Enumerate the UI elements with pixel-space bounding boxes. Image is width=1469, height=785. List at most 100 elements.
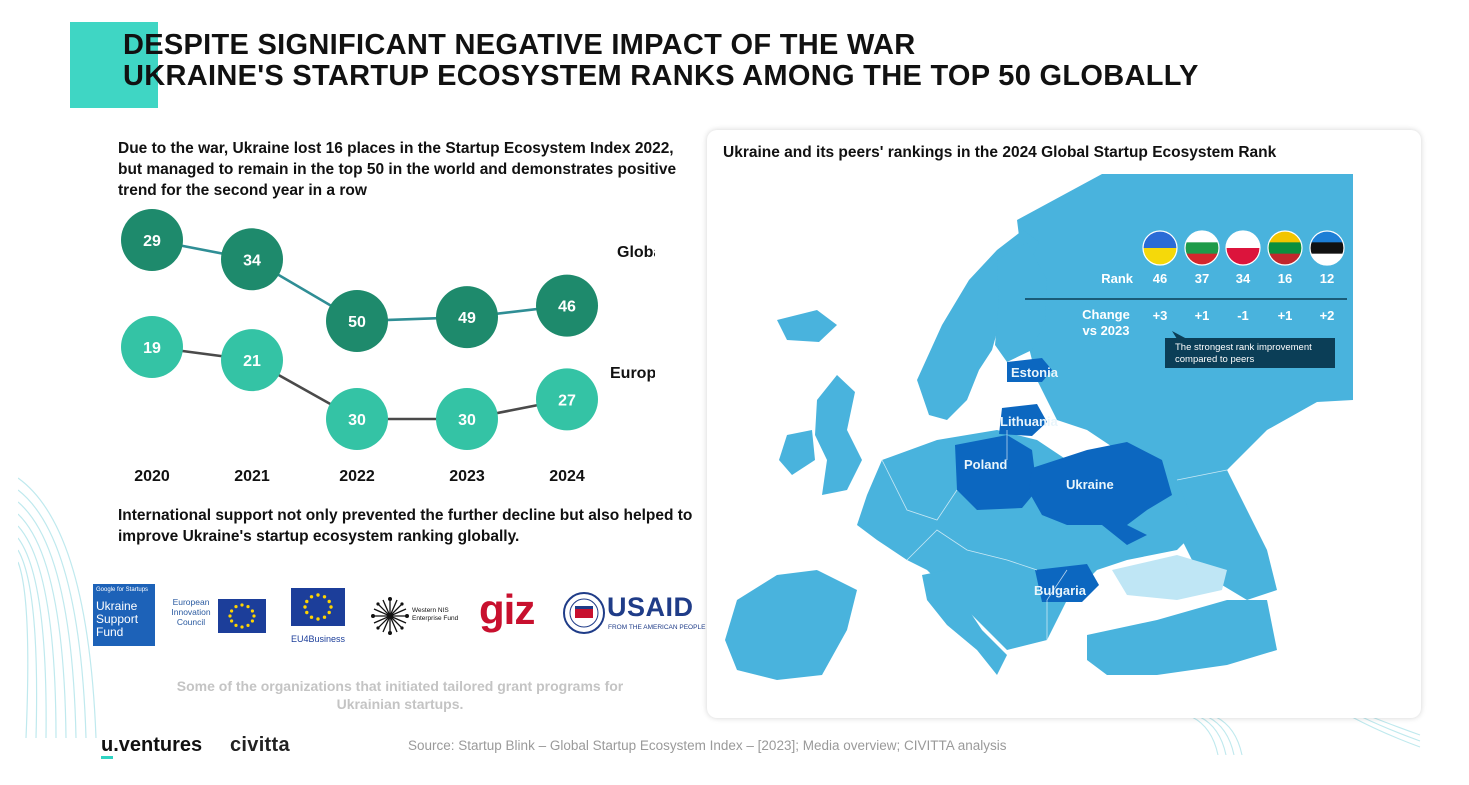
legend-flags: 46 +3 37 +1 34 -1 16 +1 12 +2 (1142, 230, 1345, 323)
ireland-region (779, 430, 815, 475)
eu4business-name: EU4Business (291, 634, 346, 644)
x-tick-2023: 2023 (449, 468, 485, 485)
giz-logo: giz (479, 586, 535, 633)
europe-label-2021: 21 (243, 353, 261, 370)
uventures-logo: u.ventures (101, 734, 203, 759)
europe-point-2022 (326, 388, 388, 450)
europe-point-2024 (536, 368, 598, 431)
callout-line-2: compared to peers (1175, 354, 1254, 365)
turkey-region (1087, 600, 1277, 675)
bottom-right-stripes (1192, 716, 1421, 755)
civitta-logo: civitta (230, 734, 290, 756)
change-value-2: -1 (1237, 308, 1249, 323)
uventures-rest: .ventures (113, 734, 203, 756)
callout-box (1165, 338, 1335, 368)
europe-label-2022: 30 (348, 412, 366, 429)
change-value-0: +3 (1153, 308, 1168, 323)
iberia-region (725, 570, 857, 680)
label-estonia: Estonia (1011, 365, 1059, 380)
usaid-tagline: FROM THE AMERICAN PEOPLE (608, 624, 706, 631)
europe-point-2023 (436, 388, 498, 450)
label-poland: Poland (964, 457, 1007, 472)
google-fund-name: Ukraine Support Fund (96, 599, 139, 639)
x-tick-2020: 2020 (134, 468, 170, 485)
decorative-stripes (18, 477, 97, 738)
eic-name: European Innovation Council (171, 597, 211, 627)
poland-flag-icon (1225, 230, 1261, 266)
europe-point-2021 (221, 329, 283, 392)
source-note: Source: Startup Blink – Global Startup E… (408, 738, 1007, 753)
rank-value-0: 46 (1153, 271, 1167, 286)
change-label-1: Change (1082, 307, 1130, 322)
x-tick-2022: 2022 (339, 468, 375, 485)
bulgaria-highlight (1035, 564, 1099, 602)
global-label-2022: 50 (348, 314, 366, 331)
callout-pointer (1172, 331, 1187, 339)
eic-logo: European Innovation Council (168, 597, 268, 637)
title-line-1: DESPITE SIGNIFICANT NEGATIVE IMPACT OF T… (123, 29, 916, 61)
change-value-3: +1 (1278, 308, 1293, 323)
eu4business-logo: EU4Business (291, 588, 347, 644)
global-point-2021 (221, 228, 283, 291)
global-point-2022 (326, 290, 388, 352)
country-borders (816, 430, 1228, 640)
poland-highlight (955, 435, 1037, 510)
intro-text: Due to the war, Ukraine lost 16 places i… (118, 140, 677, 199)
change-value-4: +2 (1320, 308, 1335, 323)
lithuania-flag-icon (1267, 230, 1303, 266)
rank-label: Rank (1101, 271, 1134, 286)
estonia-highlight (1007, 358, 1052, 382)
uk-region (815, 375, 862, 495)
europe-label-2020: 19 (143, 340, 161, 357)
rank-value-4: 12 (1320, 271, 1334, 286)
x-tick-2024: 2024 (549, 468, 585, 485)
uventures-u: u (101, 734, 114, 759)
estonia-flag-icon (1309, 230, 1345, 266)
google-tag: Google for Startups (96, 587, 149, 593)
rank-value-3: 16 (1278, 271, 1292, 286)
global-label-2024: 46 (558, 299, 576, 316)
global-label-2023: 49 (458, 310, 476, 327)
x-tick-2021: 2021 (234, 468, 270, 485)
map-card: 46 +3 37 +1 34 -1 16 +1 12 +2 Rank Change vs 2023… (707, 130, 1421, 718)
ukraine-flag-icon (1142, 230, 1178, 266)
usaid-seal-icon (563, 592, 605, 634)
europe-series-name: Europe (610, 365, 655, 382)
label-bulgaria: Bulgaria (1034, 583, 1087, 598)
ranking-chart: 29 34 50 49 46 Global 19 21 30 30 27 Europe 2020 2021… (121, 209, 655, 485)
europe-label-2024: 27 (558, 392, 576, 409)
wnisef-name: Western NIS Enterprise Fund (412, 607, 459, 622)
usaid-name: USAID (607, 592, 694, 622)
global-point-2023 (436, 286, 498, 349)
italy-region (922, 570, 1007, 675)
title-line-2: UKRAINE'S STARTUP ECOSYSTEM RANKS AMONG … (123, 60, 1199, 92)
change-label-2: vs 2023 (1083, 323, 1130, 338)
global-series-name: Global (617, 244, 655, 261)
rank-value-1: 37 (1195, 271, 1209, 286)
page-title: DESPITE SIGNIFICANT NEGATIVE IMPACT OF T… (123, 30, 1199, 92)
global-label-2020: 29 (143, 233, 161, 250)
map-title: Ukraine and its peers' rankings in the 2… (723, 144, 1277, 161)
wnisef-logo: Western NIS Enterprise Fund (370, 596, 462, 636)
global-point-2024 (536, 274, 598, 337)
ukraine-highlight (1029, 442, 1172, 545)
bulgaria-flag-icon (1184, 230, 1220, 266)
finland-region (995, 242, 1047, 362)
partner-logos: Google for Startups Ukraine Support Fund… (93, 584, 706, 646)
russia-region (1017, 174, 1353, 600)
global-point-2020 (121, 209, 183, 271)
change-value-1: +1 (1195, 308, 1210, 323)
label-lithuania: Lithuania (1000, 414, 1059, 429)
google-ukraine-support-fund-logo: Google for Startups Ukraine Support Fund (93, 584, 155, 646)
callout-line-1: The strongest rank improvement (1175, 342, 1312, 353)
europe-point-2020 (121, 316, 183, 378)
eu-flag-icon (218, 599, 266, 633)
rank-value-2: 34 (1236, 271, 1251, 286)
global-label-2021: 34 (243, 252, 261, 269)
iceland-region (777, 310, 837, 342)
starburst-icon (371, 597, 409, 635)
logos-caption: Some of the organizations that initiated… (176, 678, 624, 712)
europe-label-2023: 30 (458, 412, 476, 429)
eu-flag-icon (291, 588, 345, 626)
usaid-logo: USAID FROM THE AMERICAN PEOPLE (563, 592, 706, 638)
